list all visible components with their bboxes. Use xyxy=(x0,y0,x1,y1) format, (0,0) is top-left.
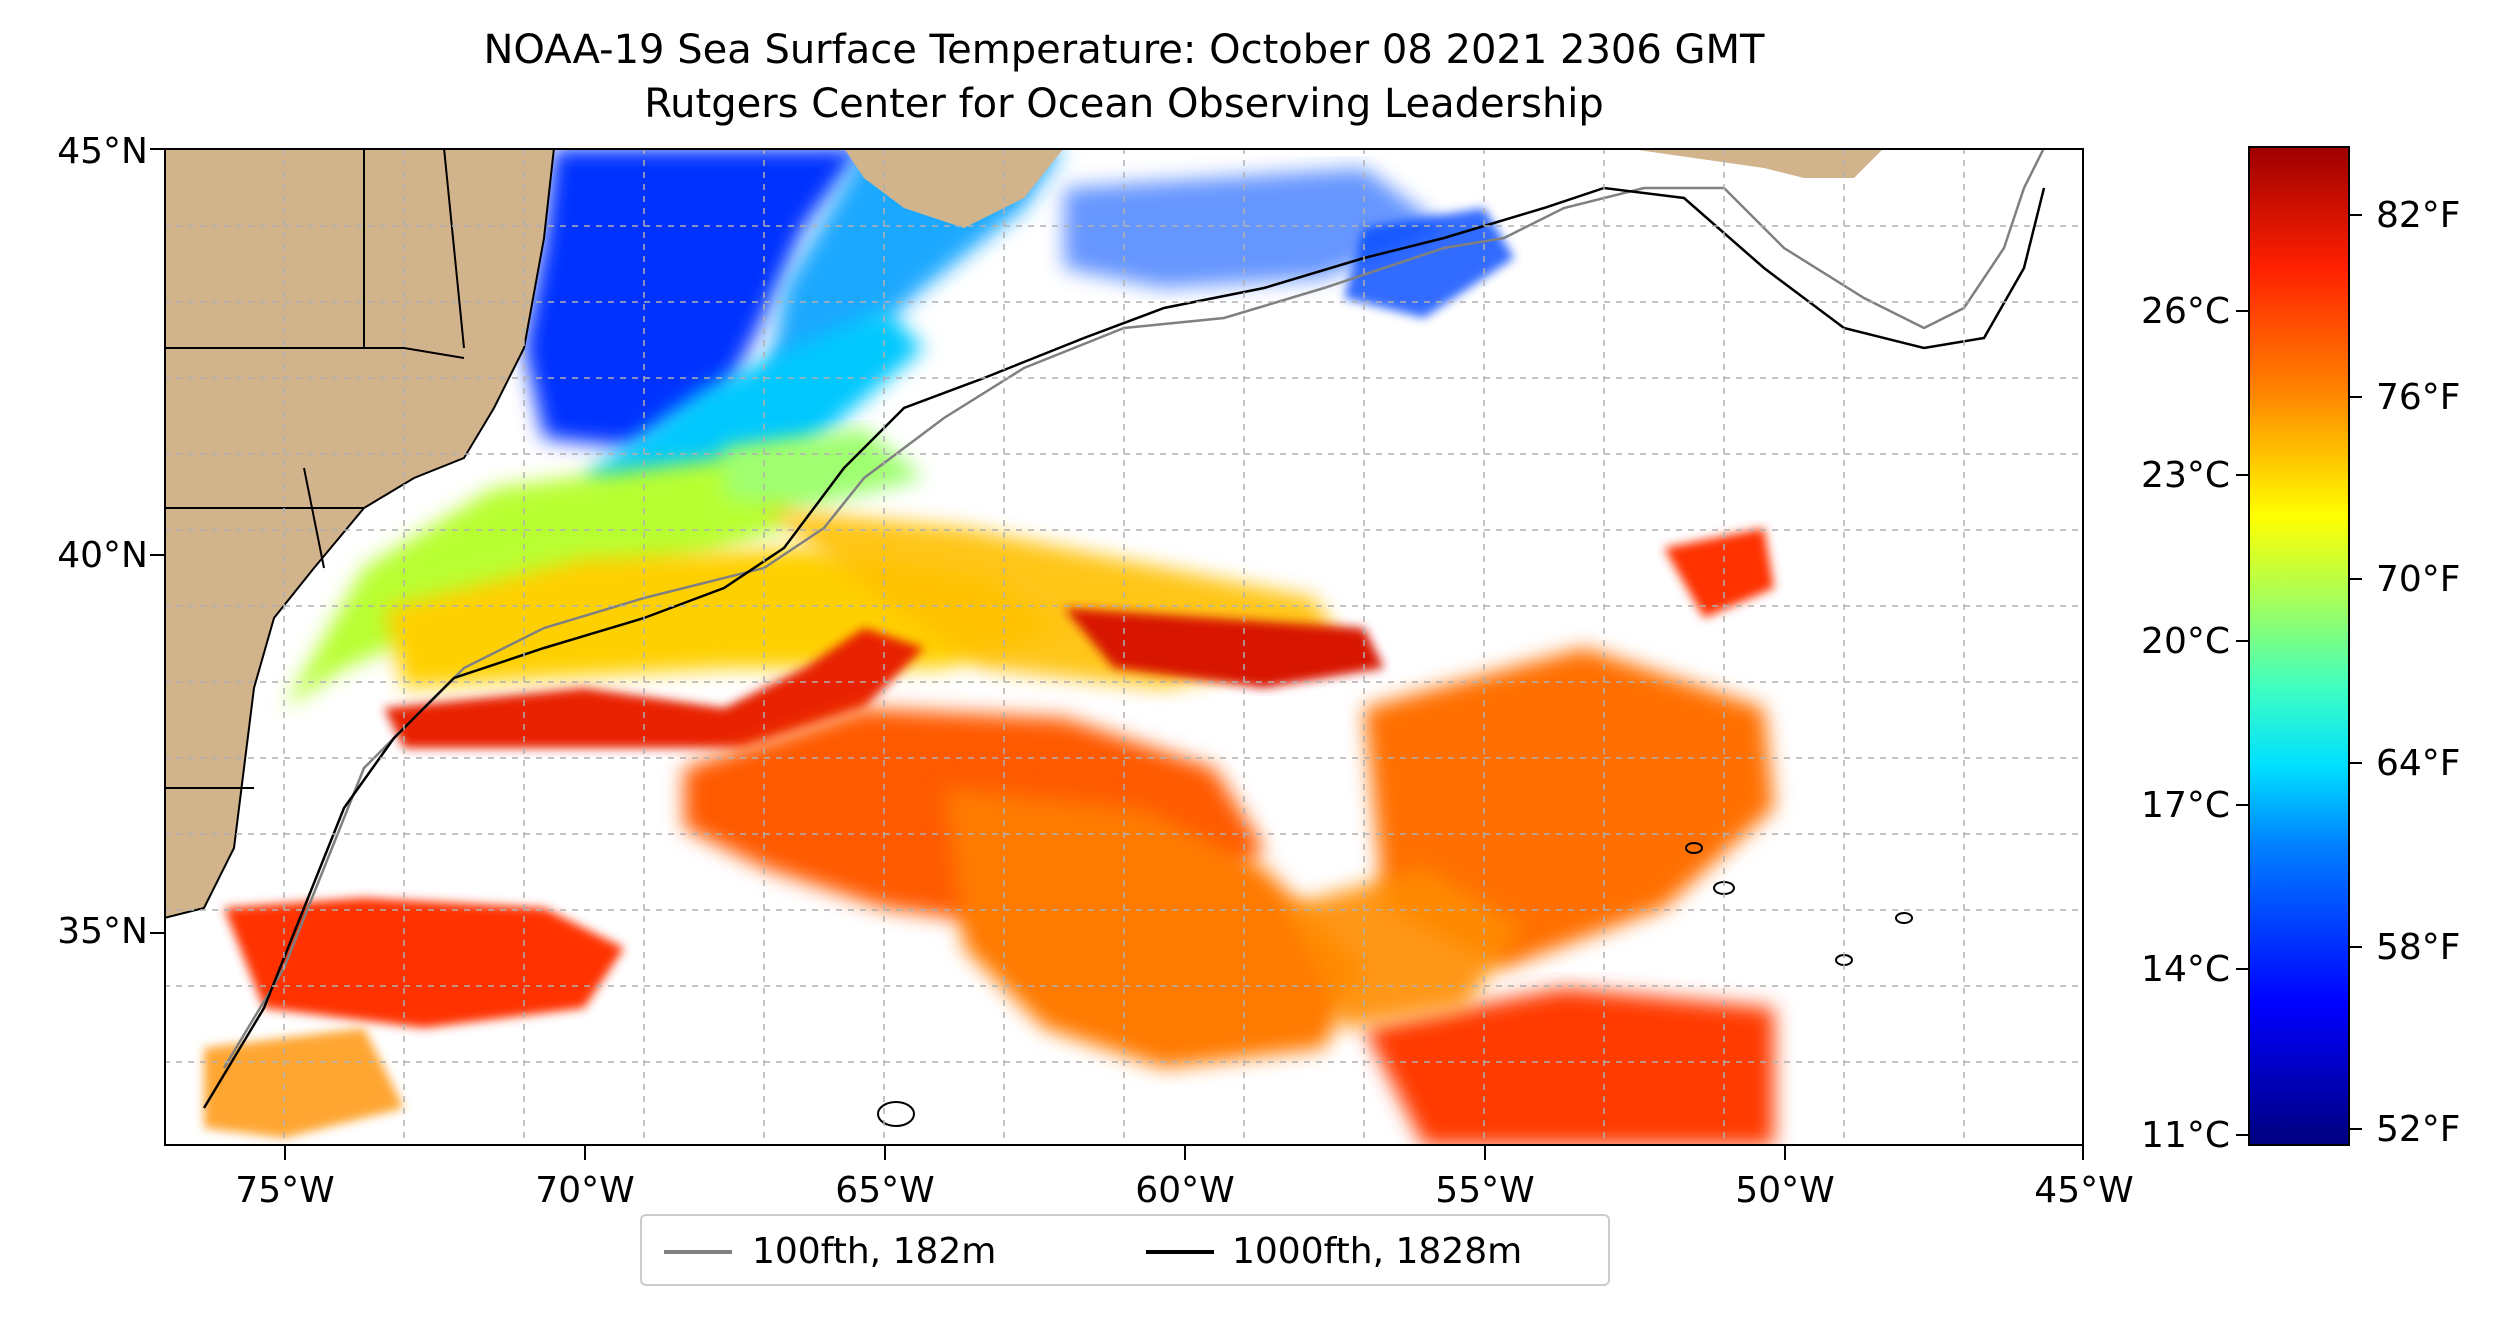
x-tickmark xyxy=(584,1146,586,1160)
colorbar-fahrenheit-label: 52°F xyxy=(2376,1109,2461,1150)
colorbar-celsius-label: 14°C xyxy=(2141,949,2230,990)
colorbar-fahrenheit-label: 70°F xyxy=(2376,559,2461,600)
colorbar-tick xyxy=(2236,640,2248,642)
colorbar-fahrenheit-label: 82°F xyxy=(2376,195,2461,236)
colorbar-tick xyxy=(2350,214,2362,216)
x-tick-label: 50°W xyxy=(1735,1170,1835,1211)
y-tick-label: 40°N xyxy=(57,535,148,576)
colorbar-tick xyxy=(2236,310,2248,312)
colorbar-tick xyxy=(2350,946,2362,948)
map-legend: 100fth, 182m 1000fth, 1828m xyxy=(640,1214,1610,1286)
x-tickmark xyxy=(884,1146,886,1160)
x-tickmark xyxy=(1784,1146,1786,1160)
colorbar-celsius-label: 20°C xyxy=(2141,621,2230,662)
legend-label-100fth: 100fth, 182m xyxy=(752,1231,997,1272)
colorbar-celsius-label: 23°C xyxy=(2141,455,2230,496)
colorbar-tick xyxy=(2236,474,2248,476)
y-tick-label: 35°N xyxy=(57,911,148,952)
colorbar-celsius-label: 11°C xyxy=(2141,1115,2230,1156)
colorbar-fahrenheit-label: 58°F xyxy=(2376,927,2461,968)
map-title: NOAA-19 Sea Surface Temperature: October… xyxy=(483,27,1765,73)
temperature-colorbar xyxy=(2248,146,2350,1146)
x-tick-label: 55°W xyxy=(1435,1170,1535,1211)
legend-line-1000fth xyxy=(1146,1250,1214,1254)
colorbar-tick xyxy=(2350,762,2362,764)
x-tick-label: 75°W xyxy=(235,1170,335,1211)
y-tickmark xyxy=(150,554,164,556)
sst-map-canvas xyxy=(164,148,2084,1146)
x-tickmark xyxy=(2082,1146,2084,1160)
colorbar-fahrenheit-label: 76°F xyxy=(2376,377,2461,418)
y-tick-label: 45°N xyxy=(57,131,148,172)
colorbar-tick xyxy=(2236,1134,2248,1136)
x-tickmark xyxy=(1184,1146,1186,1160)
colorbar-tick xyxy=(2350,578,2362,580)
x-tick-label: 60°W xyxy=(1135,1170,1235,1211)
sst-map xyxy=(164,148,2084,1146)
x-tick-label: 70°W xyxy=(535,1170,635,1211)
y-tickmark xyxy=(150,932,164,934)
colorbar-celsius-label: 17°C xyxy=(2141,785,2230,826)
y-tickmark xyxy=(150,148,164,150)
x-tickmark xyxy=(1484,1146,1486,1160)
colorbar-tick xyxy=(2236,804,2248,806)
x-tick-label: 45°W xyxy=(2034,1170,2134,1211)
colorbar-tick xyxy=(2350,1128,2362,1130)
legend-label-1000fth: 1000fth, 1828m xyxy=(1232,1231,1523,1272)
colorbar-tick xyxy=(2236,968,2248,970)
x-tickmark xyxy=(284,1146,286,1160)
colorbar-celsius-label: 26°C xyxy=(2141,291,2230,332)
legend-line-100fth xyxy=(664,1250,732,1254)
colorbar-tick xyxy=(2350,396,2362,398)
colorbar-fahrenheit-label: 64°F xyxy=(2376,743,2461,784)
sst-raster xyxy=(164,148,2084,1146)
x-tick-label: 65°W xyxy=(835,1170,935,1211)
map-subtitle: Rutgers Center for Ocean Observing Leade… xyxy=(644,81,1604,127)
